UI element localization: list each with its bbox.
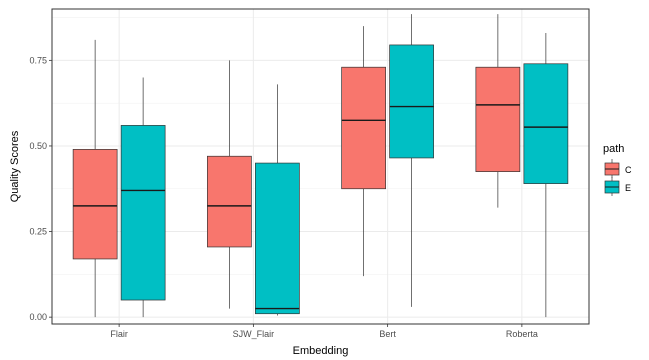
box-Roberta-C <box>475 14 521 208</box>
y-tick-label: 0.75 <box>29 55 47 65</box>
x-tick-label: Flair <box>110 329 128 339</box>
box-iqr <box>341 66 386 190</box>
legend: path CE <box>603 143 632 196</box>
box-Roberta-E <box>523 32 569 318</box>
box-Bert-E <box>389 14 434 307</box>
x-tick-label: Roberta <box>506 329 538 339</box>
legend-label: E <box>625 183 631 193</box>
box-iqr <box>120 125 166 301</box>
box-iqr <box>523 63 569 184</box>
x-tick-label: SJW_Flair <box>233 329 275 339</box>
box-iqr <box>255 162 300 315</box>
box-SJW_Flair-C <box>207 60 252 309</box>
box-iqr <box>389 44 434 159</box>
box-Bert-C <box>341 26 386 277</box>
box-Flair-C <box>72 39 118 318</box>
legend-item-C: C <box>604 159 632 178</box>
box-plot-series <box>72 14 569 318</box>
y-axis-title: Quality Scores <box>9 130 21 202</box>
y-tick-label: 0.00 <box>29 312 47 322</box>
box-Flair-E <box>120 77 166 318</box>
x-axis-title: Embedding <box>293 345 349 357</box>
legend-label: C <box>625 165 632 175</box>
y-axis-ticks: 0.00 0.25 0.50 0.75 <box>29 55 52 322</box>
y-tick-label: 0.50 <box>29 141 47 151</box>
box-iqr <box>72 149 118 260</box>
x-axis-ticks: Flair SJW_Flair Bert Roberta <box>110 324 538 339</box>
legend-title: path <box>603 143 624 155</box>
plot-panel-border <box>51 8 590 325</box>
box-SJW_Flair-E <box>255 84 300 316</box>
y-tick-label: 0.25 <box>29 227 47 237</box>
box-iqr <box>475 66 521 172</box>
x-tick-label: Bert <box>379 329 396 339</box>
legend-item-E: E <box>604 177 631 196</box>
box-iqr <box>207 155 252 248</box>
